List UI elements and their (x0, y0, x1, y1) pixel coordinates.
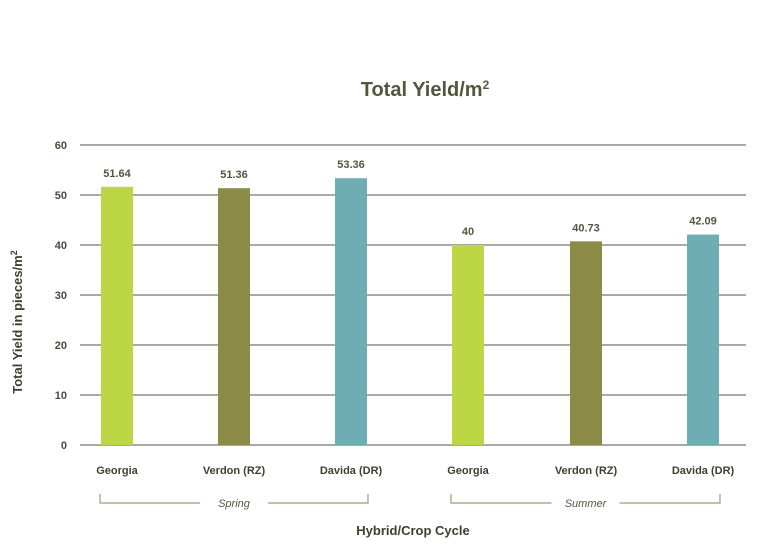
bar (570, 241, 602, 445)
bars (101, 178, 719, 446)
group-label: Summer (565, 498, 608, 510)
bar (452, 245, 484, 445)
x-tick-label: Davida (DR) (320, 465, 383, 477)
x-tick-label: Verdon (RZ) (555, 465, 618, 477)
data-label: 53.36 (337, 159, 365, 171)
group-bracket-right (268, 494, 369, 504)
bar (101, 186, 133, 446)
y-axis-ticks: 0 10 20 30 40 50 60 (55, 140, 67, 452)
value-labels: 51.64 51.36 53.36 40 40.73 42.09 (103, 159, 717, 238)
x-tick-label: Georgia (96, 465, 138, 477)
bar (218, 188, 250, 445)
gridlines (80, 144, 746, 446)
y-tick-label: 50 (55, 190, 67, 202)
data-label: 40.73 (572, 222, 600, 234)
data-label: 51.36 (220, 169, 248, 181)
y-tick-label: 60 (55, 140, 67, 152)
x-axis-label: Hybrid/Crop Cycle (356, 523, 469, 538)
group-bracket-right (619, 494, 721, 504)
data-label: 42.09 (689, 216, 717, 228)
y-axis-label: Total Yield in pieces/m2 (9, 250, 25, 393)
y-tick-label: 30 (55, 290, 67, 302)
y-tick-label: 20 (55, 340, 67, 352)
x-tick-label: Davida (DR) (672, 465, 735, 477)
x-tick-label: Verdon (RZ) (203, 465, 266, 477)
bar (687, 234, 719, 445)
data-label: 51.64 (103, 168, 131, 180)
group-brackets: Spring Summer (99, 494, 721, 510)
bar (335, 178, 367, 445)
group-bracket-left (450, 494, 552, 504)
y-tick-label: 10 (55, 390, 67, 402)
y-tick-label: 0 (61, 440, 67, 452)
group-label: Spring (218, 498, 251, 510)
chart-title: Total Yield/m2 (361, 78, 490, 101)
category-labels: Georgia Verdon (RZ) Davida (DR) Georgia Verd… (96, 465, 734, 477)
data-label: 40 (462, 226, 474, 238)
group-bracket-left (99, 494, 200, 504)
y-tick-label: 40 (55, 240, 67, 252)
x-tick-label: Georgia (447, 465, 489, 477)
